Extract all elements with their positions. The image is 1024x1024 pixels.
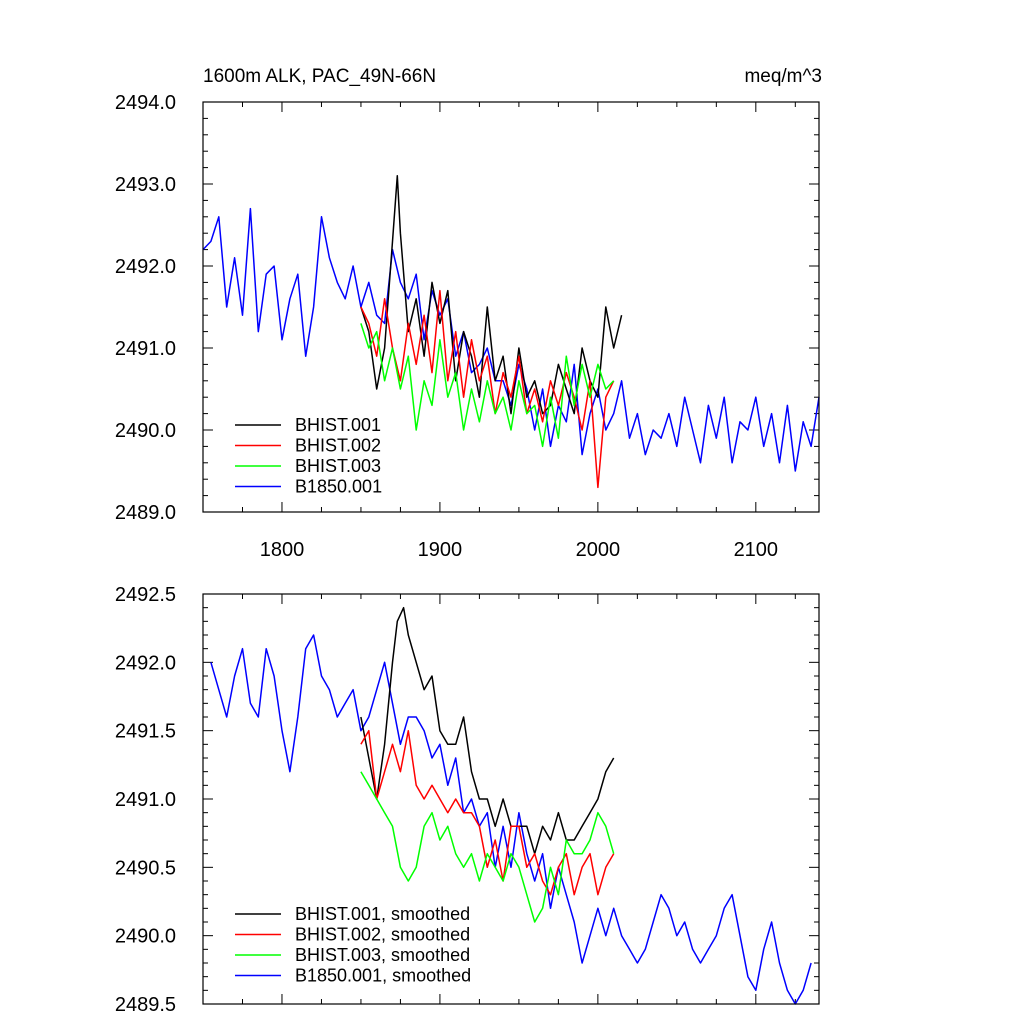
top-panel-frame [202,101,820,513]
x-tick-label: 1800 [260,539,305,561]
legend-label-bhist-003: BHIST.003 [295,456,381,476]
y-tick-label: 2491.0 [115,789,176,811]
y-tick-label: 2493.0 [115,174,176,196]
y-tick-label: 2491.0 [115,338,176,360]
y-tick-label: 2494.0 [115,92,176,114]
y-tick-label: 2489.5 [115,994,176,1016]
bottom-panel-plot-area [210,606,812,1005]
x-tick-label: 1900 [418,539,463,561]
legend-label-b1850-001: B1850.001, smoothed [295,966,471,986]
series-line-bhist-001 [360,606,615,855]
y-tick-label: 2492.5 [115,584,176,606]
top-panel-units: meq/m^3 [744,66,822,87]
legend-label-b1850-001: B1850.001 [295,477,382,497]
bottom-panel-frame [202,593,820,1005]
series-line-bhist-003 [360,323,615,448]
series-line-b1850-001 [210,634,812,1005]
top-panel-plot-area [202,175,820,489]
legend-label-bhist-003: BHIST.003, smoothed [295,945,470,965]
legend-label-bhist-001: BHIST.001 [295,415,381,435]
series-line-b1850-001 [202,207,820,472]
y-tick-label: 2492.0 [115,256,176,278]
series-line-bhist-003 [360,771,615,923]
y-tick-label: 2491.5 [115,721,176,743]
y-tick-label: 2490.0 [115,420,176,442]
y-tick-label: 2490.0 [115,926,176,948]
y-tick-label: 2492.0 [115,652,176,674]
bottom-panel-axes: 2489.5 2490.0 2490.5 2491.0 2491.5 2492.0 2492… [115,584,819,1016]
legend-label-bhist-001: BHIST.001, smoothed [295,904,470,924]
x-tick-label: 2100 [734,539,779,561]
series-line-bhist-002 [360,729,615,896]
bottom-panel: 2489.5 2490.0 2490.5 2491.0 2491.5 2492.0 2492… [115,584,820,1016]
top-panel-axes: 2489.0 2490.0 2491.0 2492.0 2493.0 2494.0 1800… [115,92,819,561]
legend-label-bhist-002: BHIST.002 [295,436,381,456]
top-panel: 1600m ALK, PAC_49N-66N meq/m^3 2489.0 249… [115,66,822,561]
y-tick-label: 2489.0 [115,502,176,524]
top-panel-title: 1600m ALK, PAC_49N-66N [203,66,436,87]
legend-label-bhist-002: BHIST.002, smoothed [295,925,470,945]
y-tick-label: 2490.5 [115,857,176,879]
x-tick-label: 2000 [576,539,621,561]
